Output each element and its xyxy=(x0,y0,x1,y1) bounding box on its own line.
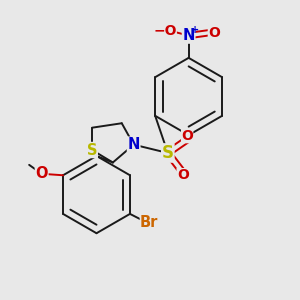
Text: N: N xyxy=(182,28,195,43)
Text: O: O xyxy=(208,26,220,40)
Text: O: O xyxy=(181,129,193,143)
Text: S: S xyxy=(162,144,174,162)
Text: S: S xyxy=(87,142,97,158)
Text: O: O xyxy=(35,166,48,181)
Text: Br: Br xyxy=(140,215,158,230)
Text: O: O xyxy=(177,168,189,182)
Text: −O: −O xyxy=(153,24,177,38)
Text: +: + xyxy=(191,25,199,35)
Text: N: N xyxy=(128,137,140,152)
